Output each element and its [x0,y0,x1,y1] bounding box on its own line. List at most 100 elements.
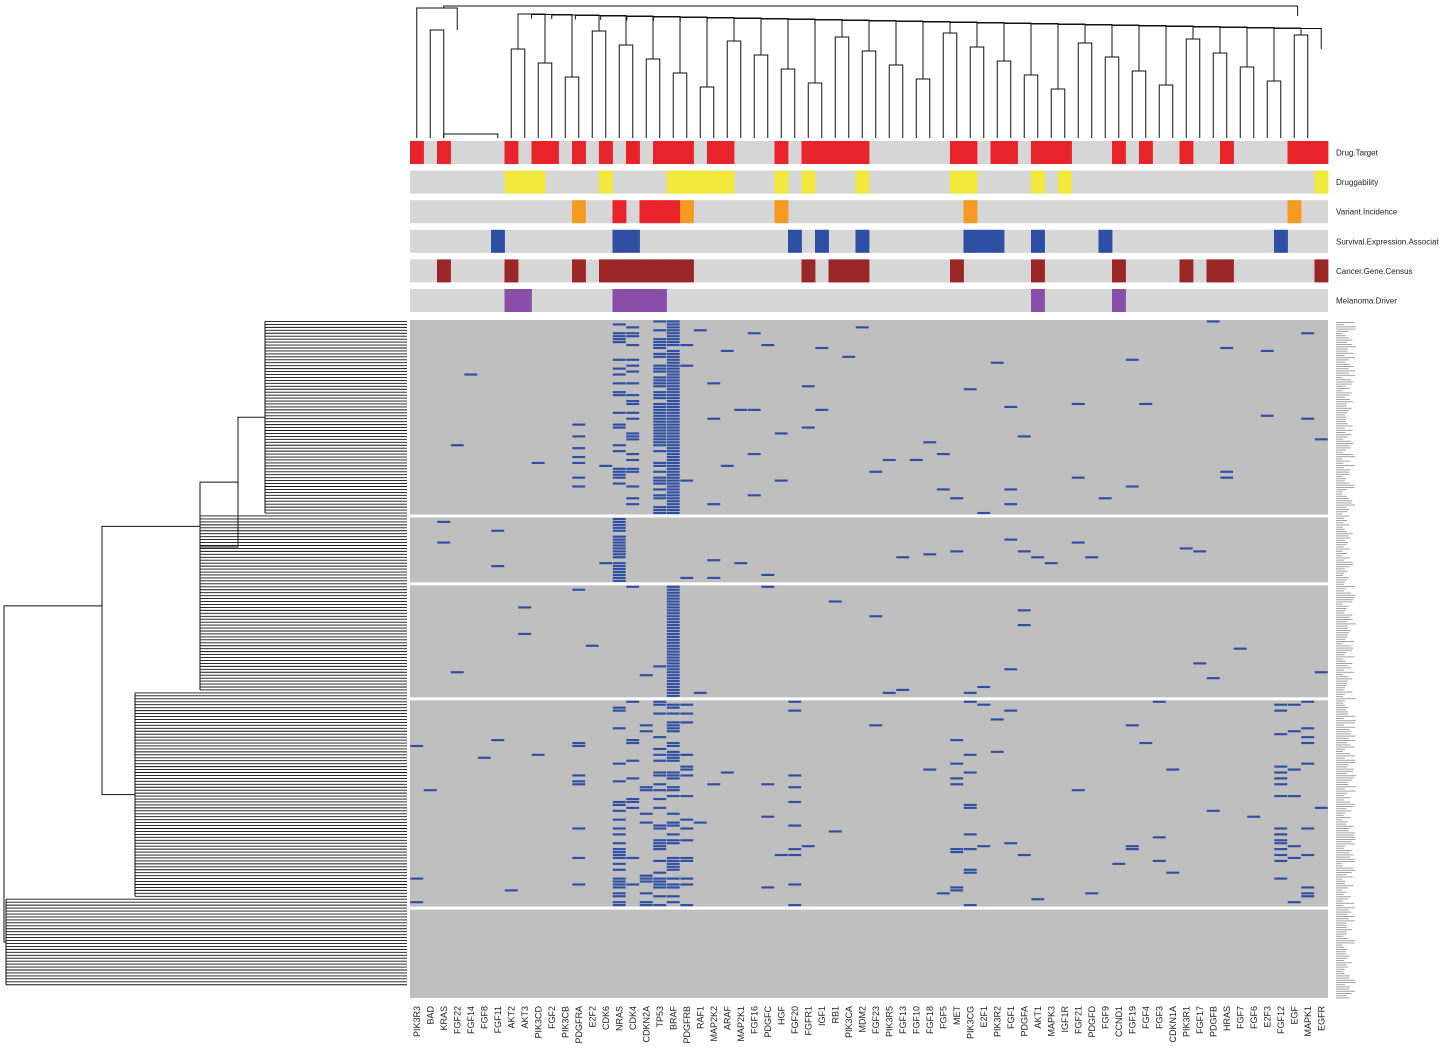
row-label-mark [1336,874,1347,876]
track-cell [1314,170,1329,194]
row-label-mark [1336,812,1346,814]
row-label-mark [1336,531,1347,532]
heatmap-cell [761,783,775,786]
heatmap-cell [653,848,667,851]
heatmap-cell [1166,871,1180,874]
heatmap-cell [1004,503,1018,506]
row-label-mark [1336,814,1344,816]
row-label-mark [1336,887,1349,889]
row-label-mark [1336,390,1343,392]
heatmap-cell [977,685,991,689]
heatmap-cell [707,382,721,385]
heatmap-cell [720,771,734,774]
track-cell [531,141,546,164]
track-cell [437,141,451,164]
heatmap-cell [707,417,721,420]
heatmap-cell [896,688,910,692]
heatmap-cell [666,833,680,836]
row-label-mark [1336,759,1356,761]
heatmap-cell [612,423,626,426]
row-label-mark [1336,768,1354,770]
row-label-mark [1336,561,1353,563]
heatmap-cell [639,730,653,733]
heatmap-cell [1301,886,1315,889]
heatmap-cell [666,895,680,898]
heatmap-cell [410,877,424,880]
heatmap-cell [666,644,680,647]
heatmap-cell [977,845,991,848]
track-cell [950,170,964,194]
heatmap-cell [626,382,640,385]
heatmap-cell [788,700,802,703]
gene-label: CDKN1A [1168,1006,1178,1043]
heatmap-cell [666,435,680,438]
track-cell [720,170,735,194]
gene-label: TP53 [655,1006,665,1028]
row-label-mark [1336,682,1348,684]
heatmap-cell [666,753,680,756]
track-cell [653,289,667,312]
row-label-mark [1336,680,1348,682]
heatmap-cell [680,703,694,706]
heatmap-cell [761,343,775,347]
heatmap-cell [612,892,626,895]
track-cell [1220,259,1234,283]
heatmap-cell [666,417,680,420]
row-label-mark [1336,788,1345,790]
gene-label: E2F3 [1262,1006,1272,1028]
heatmap-cell [990,718,1004,721]
track-cell [963,141,978,164]
heatmap-cell [653,329,667,332]
heatmap-cell [1071,789,1085,792]
heatmap-cell [653,405,667,409]
heatmap-cell [653,806,667,809]
row-label-mark [1336,709,1347,711]
heatmap-cell [882,691,896,694]
heatmap-cell [653,839,667,842]
dendrogram-branch [443,133,499,138]
dendrogram-branch [600,15,654,59]
row-label-mark [1336,707,1349,708]
track-cell [1179,141,1194,164]
gene-label: AKT1 [1033,1006,1043,1029]
row-label-mark [1336,773,1347,774]
heatmap-cell [1206,677,1220,680]
heatmap-cell [612,709,626,712]
row-label-mark [1336,828,1350,829]
heatmap-cell [666,500,680,503]
heatmap-cell [1301,741,1315,745]
heatmap-cell [734,562,748,565]
row-label-mark [1336,982,1356,983]
heatmap-cell [626,856,640,860]
track-cell [963,170,978,194]
heatmap-cell [653,479,667,482]
heatmap-cell [666,618,680,621]
annotation-tracks [410,141,1329,312]
heatmap-cell [1166,768,1180,771]
heatmap-cell [666,441,680,444]
heatmap-cell [666,774,680,777]
heatmap-cell [612,579,626,582]
track-cell [599,259,613,283]
heatmap-cell [626,470,640,473]
row-label-mark [1336,460,1351,462]
heatmap-cell [612,332,626,335]
row-label-mark [1336,526,1343,528]
row-label-mark [1336,546,1344,548]
heatmap-cell [666,408,680,411]
row-label-mark [1336,966,1349,968]
heatmap-cell [1193,662,1207,665]
row-label-mark [1336,544,1347,546]
gene-label: FGF10 [911,1006,921,1034]
heatmap-cell [653,712,667,715]
dendrogram-branch [861,50,877,138]
row-label-mark [1336,418,1346,420]
row-label-mark [1336,876,1353,878]
heatmap-cell [612,803,626,806]
heatmap-cell [666,358,680,361]
dendrogram-branch [1104,56,1120,138]
heatmap-cell [653,859,667,862]
heatmap-cell [666,332,680,335]
heatmap-cell [653,482,667,485]
row-label-mark [1336,957,1348,959]
